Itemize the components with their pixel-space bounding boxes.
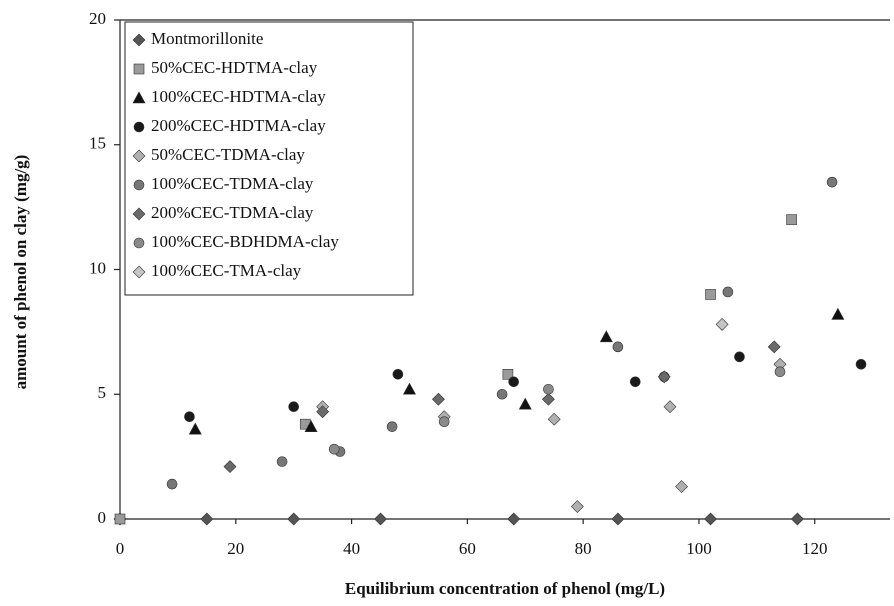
data-point xyxy=(438,416,450,427)
data-point xyxy=(541,392,555,406)
legend-label: 50%CEC-TDMA-clay xyxy=(151,145,305,164)
data-point xyxy=(392,368,404,380)
data-point xyxy=(629,376,641,388)
legend-marker xyxy=(132,265,146,279)
data-point xyxy=(276,456,288,467)
data-point xyxy=(543,383,554,395)
data-point xyxy=(328,443,340,455)
legend-label: 200%CEC-TDMA-clay xyxy=(151,203,314,222)
data-point xyxy=(831,307,845,320)
data-point xyxy=(599,330,613,343)
y-axis-title: amount of phenol on clay (mg/g) xyxy=(11,155,30,390)
legend-marker xyxy=(132,149,146,163)
data-point xyxy=(663,400,677,414)
legend-marker xyxy=(133,63,145,75)
x-tick-label: 120 xyxy=(802,539,828,558)
data-point xyxy=(734,351,745,363)
x-tick-label: 80 xyxy=(575,539,592,558)
legend-label: Montmorillonite xyxy=(151,29,263,48)
data-point xyxy=(705,289,716,300)
legend-marker xyxy=(133,179,145,191)
data-point xyxy=(316,405,330,419)
data-point xyxy=(570,500,584,513)
data-point xyxy=(200,512,214,526)
data-point xyxy=(722,286,734,298)
legend-marker xyxy=(132,33,146,47)
data-point xyxy=(657,370,671,384)
data-point xyxy=(612,341,624,353)
legend-marker xyxy=(132,207,146,221)
data-point xyxy=(507,512,521,526)
data-point xyxy=(790,512,804,526)
data-point xyxy=(508,376,519,388)
data-point xyxy=(304,420,318,432)
legend-label: 200%CEC-HDTMA-clay xyxy=(151,116,326,135)
data-point xyxy=(786,214,797,225)
legend-marker xyxy=(132,91,146,104)
x-tick-label: 100 xyxy=(686,539,712,558)
data-point xyxy=(287,512,301,526)
data-point xyxy=(774,366,786,378)
legend-label: 100%CEC-TDMA-clay xyxy=(151,174,314,193)
data-point xyxy=(502,368,514,380)
data-point xyxy=(402,382,416,395)
legend-label: 50%CEC-HDTMA-clay xyxy=(151,58,318,77)
data-point xyxy=(386,421,398,432)
data-point xyxy=(767,340,781,354)
legend-marker xyxy=(133,237,145,249)
data-point xyxy=(114,513,126,525)
data-point xyxy=(184,411,195,423)
data-point xyxy=(675,480,689,493)
legend-label: 100%CEC-HDTMA-clay xyxy=(151,87,326,106)
data-point xyxy=(547,412,561,426)
data-point xyxy=(855,359,867,370)
y-tick-label: 10 xyxy=(89,258,106,277)
data-point xyxy=(431,392,445,406)
data-point xyxy=(496,388,508,400)
data-point xyxy=(704,512,717,526)
data-point xyxy=(223,460,237,474)
x-tick-label: 60 xyxy=(459,539,476,558)
data-point xyxy=(518,397,532,410)
data-point xyxy=(166,478,178,490)
y-tick-label: 15 xyxy=(89,134,106,153)
data-point xyxy=(715,317,729,331)
x-tick-label: 0 xyxy=(116,539,125,558)
y-tick-label: 5 xyxy=(98,383,107,402)
x-tick-label: 40 xyxy=(343,539,360,558)
data-point xyxy=(611,512,625,526)
x-tick-label: 20 xyxy=(227,539,244,558)
x-axis-title: Equilibrium concentration of phenol (mg/… xyxy=(345,579,665,598)
y-tick-label: 0 xyxy=(98,508,107,527)
legend-label: 100%CEC-TMA-clay xyxy=(151,261,302,280)
legend-box xyxy=(124,21,414,296)
y-tick-label: 20 xyxy=(89,9,106,28)
data-point xyxy=(826,176,838,188)
data-point xyxy=(288,401,299,413)
legend-label: 100%CEC-BDHDMA-clay xyxy=(151,232,339,251)
legend-marker xyxy=(133,121,145,133)
data-point xyxy=(188,422,202,435)
data-point xyxy=(374,512,387,526)
